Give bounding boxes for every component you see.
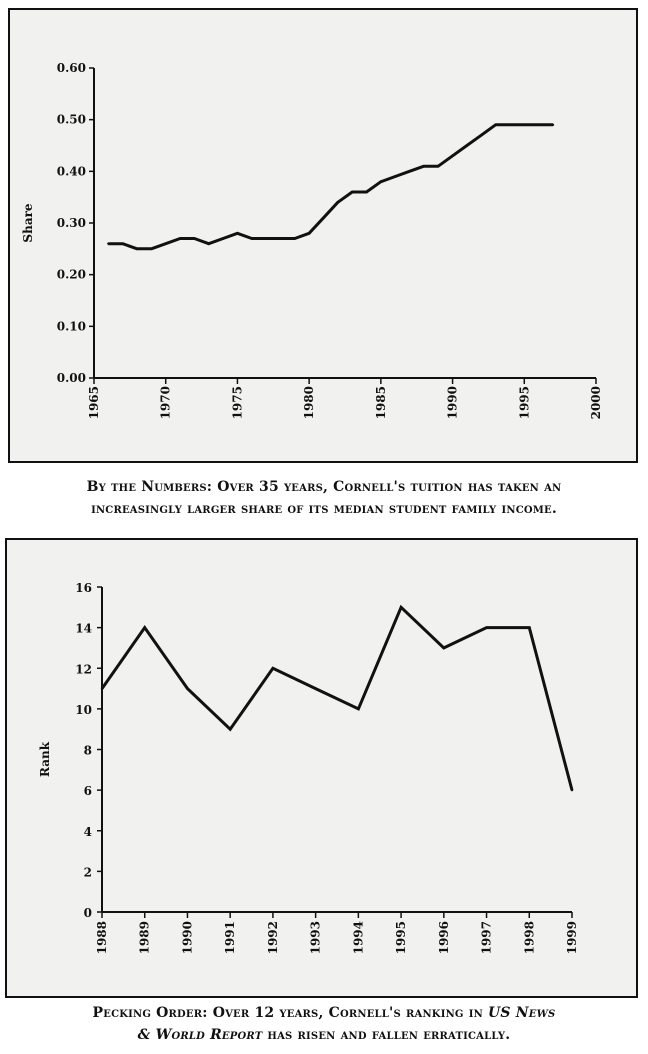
y-tick-label: 14 xyxy=(75,622,92,636)
rank-chart: 0 2 4 6 8 10 12 14 16 1988 1989 1990 1991 1992 1993 199… xyxy=(38,581,579,954)
share-data-point xyxy=(279,237,282,240)
share-data-point xyxy=(164,242,167,245)
x-tick-label: 1988 xyxy=(95,921,109,954)
rank-data-point xyxy=(271,667,275,670)
y-tick-label: 8 xyxy=(84,744,92,758)
rank-chart-caption-text-2b: has risen and fallen erratically. xyxy=(262,1027,511,1043)
y-tick-label: 0.50 xyxy=(57,113,86,127)
x-tick-label: 1995 xyxy=(517,386,531,419)
x-tick-label: 1994 xyxy=(351,921,365,954)
y-tick-label: 0.20 xyxy=(57,268,86,282)
share-data-point xyxy=(365,190,368,194)
share-data-point xyxy=(551,123,555,127)
y-tick-label: 0.10 xyxy=(57,319,86,333)
rank-chart-panel: 0 2 4 6 8 10 12 14 16 1988 1989 1990 1991 1992 1993 199… xyxy=(5,538,638,998)
share-chart: 0.00 0.10 0.20 0.30 0.40 0.50 0.60 1965 1970 1975… xyxy=(21,61,603,419)
share-data-point xyxy=(221,237,225,240)
y-tick-label: 12 xyxy=(75,662,92,676)
x-tick-label: 1997 xyxy=(480,921,494,954)
x-tick-label: 1996 xyxy=(437,921,451,954)
rank-data-point xyxy=(186,687,189,690)
y-tick-label: 10 xyxy=(75,703,92,717)
share-data-point xyxy=(350,190,354,194)
x-tick-label: 1989 xyxy=(138,921,152,954)
share-data-point xyxy=(537,123,540,127)
rank-chart-caption-line-2: & World Report has risen and fallen erra… xyxy=(0,1024,648,1046)
share-data-point xyxy=(236,232,239,235)
x-tick-label: 1980 xyxy=(302,386,316,419)
share-data-point xyxy=(250,237,253,240)
rank-data-point xyxy=(228,727,232,731)
share-data-point xyxy=(480,133,483,137)
share-data-point xyxy=(494,123,497,127)
x-tick-label: 1999 xyxy=(565,921,579,954)
x-tick-label: 1975 xyxy=(230,386,244,419)
share-data-point xyxy=(523,123,526,127)
x-tick-label: 1970 xyxy=(159,386,173,419)
rank-data-point xyxy=(357,707,360,711)
share-data-point xyxy=(207,242,210,245)
rank-series-line xyxy=(100,604,574,791)
x-tick-label: 1991 xyxy=(223,921,237,954)
share-data-point xyxy=(408,170,411,173)
share-chart-caption: By the Numbers: Over 35 years, Cornell's… xyxy=(0,476,648,520)
share-data-point xyxy=(178,237,182,240)
rank-data-point xyxy=(570,788,574,792)
rank-data-point xyxy=(143,626,146,629)
share-data-point xyxy=(451,154,454,158)
y-tick-label: 0.30 xyxy=(57,216,86,230)
y-tick-label: 2 xyxy=(84,865,92,879)
x-tick-label: 1990 xyxy=(446,386,460,419)
x-tick-label: 1965 xyxy=(87,386,101,419)
share-chart-caption-line-1: By the Numbers: Over 35 years, Cornell's… xyxy=(86,479,562,495)
share-data-point xyxy=(135,247,139,251)
y-tick-label: 0.40 xyxy=(57,164,86,178)
y-axis-title: Share xyxy=(21,203,35,242)
x-tick-label: 1998 xyxy=(522,921,536,954)
share-chart-caption-line-2: increasingly larger share of its median … xyxy=(91,501,557,517)
y-tick-label: 4 xyxy=(84,825,92,839)
rank-data-point xyxy=(485,626,488,629)
share-data-point xyxy=(307,232,311,235)
y-tick-label: 0.00 xyxy=(57,371,86,385)
rank-chart-caption-text-1a: Pecking Order: Over 12 years, Cornell's … xyxy=(92,1005,489,1021)
share-data-point xyxy=(264,237,268,240)
x-tick-label: 1990 xyxy=(180,921,194,954)
share-data-point xyxy=(394,175,397,178)
share-chart-panel: 0.00 0.10 0.20 0.30 0.40 0.50 0.60 1965 1970 1975… xyxy=(8,8,638,463)
share-data-point xyxy=(379,180,383,183)
rank-data-point xyxy=(100,687,104,690)
share-data-point xyxy=(107,242,110,245)
share-data-point xyxy=(322,216,325,220)
rank-data-point xyxy=(314,687,317,690)
share-data-point xyxy=(293,237,296,240)
rank-chart-caption-publication-2: & World Report xyxy=(137,1027,263,1043)
rank-chart-caption-publication-1: US News xyxy=(488,1005,556,1021)
share-data-point xyxy=(336,201,340,204)
x-tick-label: 1993 xyxy=(309,921,323,954)
x-tick-label: 2000 xyxy=(589,386,603,419)
y-axis-title: Rank xyxy=(38,741,52,777)
y-tick-label: 0.60 xyxy=(57,61,86,75)
x-tick-label: 1985 xyxy=(374,386,388,419)
rank-chart-caption: Pecking Order: Over 12 years, Cornell's … xyxy=(0,1002,648,1046)
rank-chart-caption-line-1: Pecking Order: Over 12 years, Cornell's … xyxy=(0,1002,648,1024)
share-data-point xyxy=(193,237,196,240)
share-data-point xyxy=(422,164,426,168)
x-tick-label: 1995 xyxy=(394,921,408,954)
y-tick-label: 6 xyxy=(84,784,92,798)
x-tick-label: 1992 xyxy=(266,921,280,954)
share-data-point xyxy=(150,247,153,251)
share-data-point xyxy=(465,144,469,147)
y-tick-label: 16 xyxy=(75,581,92,595)
rank-data-point xyxy=(399,606,403,609)
rank-data-point xyxy=(528,626,531,629)
share-data-point xyxy=(437,164,440,168)
share-data-point xyxy=(508,123,512,127)
y-tick-label: 0 xyxy=(84,906,92,920)
rank-data-point xyxy=(442,646,446,650)
share-data-point xyxy=(121,242,124,245)
share-series-line xyxy=(108,123,553,251)
